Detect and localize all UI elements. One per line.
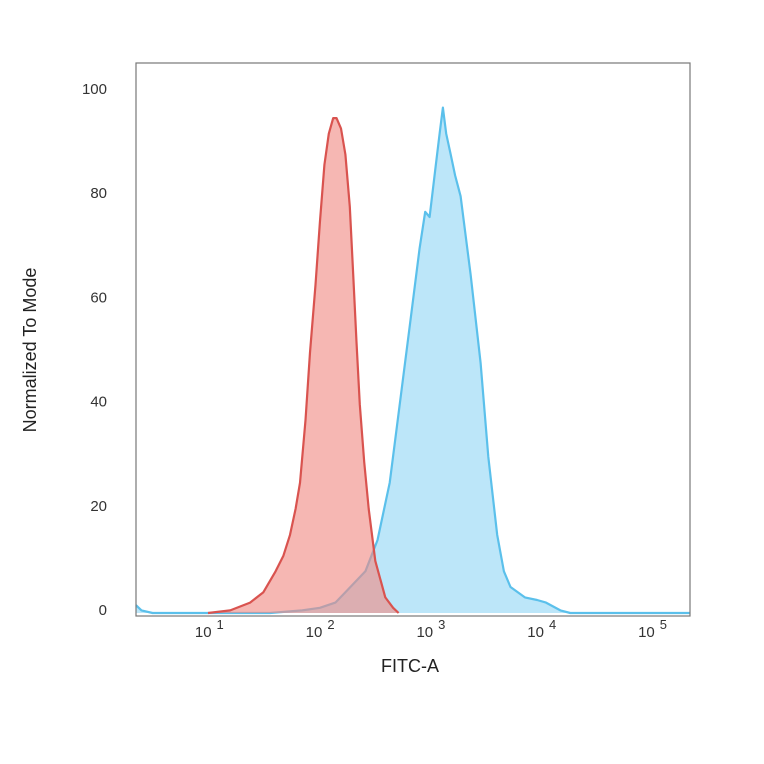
x-tick-exponent: 1 xyxy=(217,617,224,632)
control-histogram-line xyxy=(207,117,400,615)
x-tick-exponent: 4 xyxy=(549,617,556,632)
x-tick-base: 10 xyxy=(195,624,212,641)
x-tick-base: 10 xyxy=(527,624,544,641)
x-tick-base: 10 xyxy=(306,624,323,641)
x-tick-exponent: 3 xyxy=(438,617,445,632)
x-axis-label: FITC-A xyxy=(381,656,439,676)
y-tick-label: 0 xyxy=(99,602,107,619)
y-tick-label: 60 xyxy=(90,289,107,306)
y-tick-label: 100 xyxy=(82,81,107,98)
x-tick-base: 10 xyxy=(638,624,655,641)
x-tick-base: 10 xyxy=(416,624,433,641)
y-tick-label: 40 xyxy=(90,394,107,411)
x-tick-label: 10 4 xyxy=(527,617,556,641)
y-tick-label: 80 xyxy=(90,185,107,202)
y-axis-label: Normalized To Mode xyxy=(20,268,40,433)
x-tick-exponent: 2 xyxy=(327,617,334,632)
x-tick-label: 10 3 xyxy=(416,617,445,641)
x-tick-label: 10 1 xyxy=(195,617,224,641)
plot-frame xyxy=(135,62,691,617)
y-tick-label: 20 xyxy=(90,498,107,515)
control-histogram-fill xyxy=(208,118,399,613)
x-tick-exponent: 5 xyxy=(660,617,667,632)
antibody-histogram-fill xyxy=(136,107,690,613)
x-tick-label: 10 5 xyxy=(638,617,667,641)
x-tick-label: 10 2 xyxy=(306,617,335,641)
